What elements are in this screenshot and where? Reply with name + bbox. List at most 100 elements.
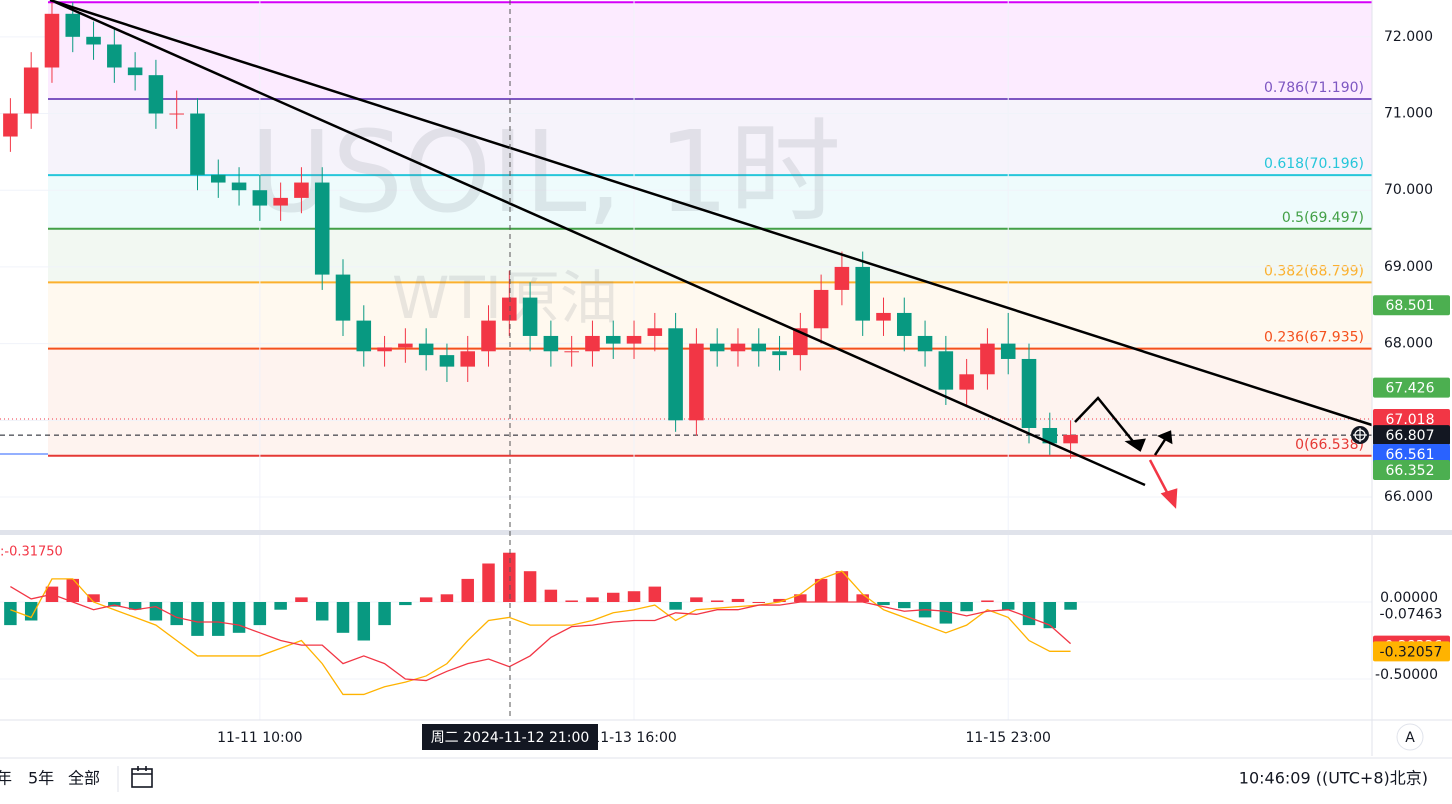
macd-histogram-bar <box>399 602 412 606</box>
fib-label: 0(66.538) <box>1295 437 1364 453</box>
macd-histogram-bar <box>1064 602 1077 610</box>
candle-body <box>23 67 39 114</box>
pane-separator <box>0 530 1452 535</box>
watermark: USOIL, 1时 <box>250 108 841 238</box>
candle-body <box>44 13 60 68</box>
y-tick-label: 69.000 <box>1384 259 1433 275</box>
macd-histogram-bar <box>669 602 682 610</box>
candle-body <box>543 335 559 352</box>
candle-body <box>917 335 933 352</box>
price-tag-label: 66.807 <box>1386 428 1435 444</box>
candle-body <box>335 274 351 321</box>
y-tick-label: -0.50000 <box>1375 667 1438 683</box>
macd-histogram-bar <box>607 592 620 603</box>
macd-histogram-bar <box>648 586 662 603</box>
macd-histogram-bar <box>419 597 433 603</box>
y-tick-label: 66.000 <box>1384 489 1433 505</box>
macd-histogram-bar <box>586 597 599 603</box>
macd-histogram-bar <box>856 594 869 603</box>
macd-histogram-bar <box>565 600 578 603</box>
macd-histogram-bar <box>336 602 350 633</box>
y-tick-label: 70.000 <box>1384 182 1433 198</box>
macd-histogram-bar <box>794 594 807 603</box>
price-tag <box>1373 443 1450 464</box>
scale-button[interactable] <box>1396 723 1424 751</box>
macd-histogram-bar <box>627 591 641 603</box>
crosshair-label: 周二 2024-11-12 21:00 <box>431 730 590 746</box>
macd-histogram-bar <box>440 594 454 603</box>
macd-tag <box>1373 641 1450 662</box>
candle-body <box>751 343 767 352</box>
candle-body <box>231 182 247 191</box>
candle-body <box>709 343 725 352</box>
macd-histogram-bar <box>835 571 849 603</box>
fib-zone <box>48 2 1372 99</box>
candle-body <box>107 44 122 68</box>
macd-histogram-bar <box>877 602 890 606</box>
fib-label: 0.618(70.196) <box>1264 156 1364 172</box>
signal-line <box>10 586 1072 682</box>
candle-body <box>668 328 683 421</box>
macd-histogram-bar <box>960 602 973 612</box>
candle-body <box>148 75 164 114</box>
macd-histogram-bar <box>773 598 786 603</box>
macd-histogram-bar <box>315 602 329 621</box>
price-tag <box>1373 425 1450 446</box>
x-tick-label: 11-15 23:00 <box>965 730 1050 746</box>
macd-histogram-bar <box>253 602 267 626</box>
macd-histogram-bar <box>4 602 17 626</box>
macd-histogram-bar <box>523 571 537 603</box>
fib-label: 0.5(69.497) <box>1282 210 1364 226</box>
candle-body <box>294 182 309 198</box>
macd-histogram-bar <box>149 602 163 621</box>
macd-line <box>10 570 1071 696</box>
candle-body <box>314 182 330 275</box>
fib-label: 0.236(67.935) <box>1264 330 1364 346</box>
candle-body <box>1063 434 1078 444</box>
macd-histogram-bar <box>66 578 79 603</box>
scale-button-label[interactable]: A <box>1405 730 1415 746</box>
y-tick-label: 0.00000 <box>1380 590 1438 606</box>
candle-body <box>377 347 392 352</box>
macd-histogram-bar <box>710 600 724 603</box>
fib-zone <box>48 348 1372 456</box>
crosshair-label-bg <box>422 724 598 750</box>
candle-body <box>1042 427 1058 444</box>
candle-body <box>585 335 600 352</box>
macd-histogram-bar <box>1043 602 1057 629</box>
price-tag-label: 67.018 <box>1386 412 1435 428</box>
range-button[interactable]: 年 <box>0 769 12 788</box>
range-button[interactable]: 5年 <box>28 769 54 788</box>
candle-body <box>418 343 434 356</box>
price-tag <box>1373 377 1450 398</box>
price-tag-label: 66.352 <box>1386 463 1435 479</box>
arrow-head <box>1124 438 1146 452</box>
trendline <box>54 0 1146 487</box>
clock: 10:46:09 ((UTC+8)北京) <box>1239 769 1428 788</box>
macd-histogram-bar <box>170 602 183 626</box>
candle-body <box>273 197 288 206</box>
macd-histogram-bar <box>128 602 142 610</box>
macd-histogram-bar <box>1022 602 1036 626</box>
price-tag <box>1373 408 1450 429</box>
price-tag-label: 67.426 <box>1386 381 1435 397</box>
x-tick-label: 11-13 16:00 <box>591 730 676 746</box>
candle-body <box>460 351 476 367</box>
macd-histogram-bar <box>544 589 558 603</box>
candle-body <box>356 320 372 352</box>
candle-body <box>1000 343 1016 359</box>
goto-date-icon[interactable] <box>131 766 153 788</box>
range-button[interactable]: 全部 <box>68 769 100 788</box>
macd-histogram-bar <box>378 602 391 626</box>
candle-body <box>1021 358 1037 428</box>
candle-body <box>439 355 455 367</box>
x-tick-label: 11-11 10:00 <box>217 730 302 746</box>
macd-histogram-bar <box>191 602 204 636</box>
candle-body <box>855 266 870 321</box>
macd-histogram-bar <box>503 552 516 603</box>
candle-body <box>564 351 579 353</box>
candle-body <box>3 113 18 137</box>
candle-body <box>876 312 891 321</box>
